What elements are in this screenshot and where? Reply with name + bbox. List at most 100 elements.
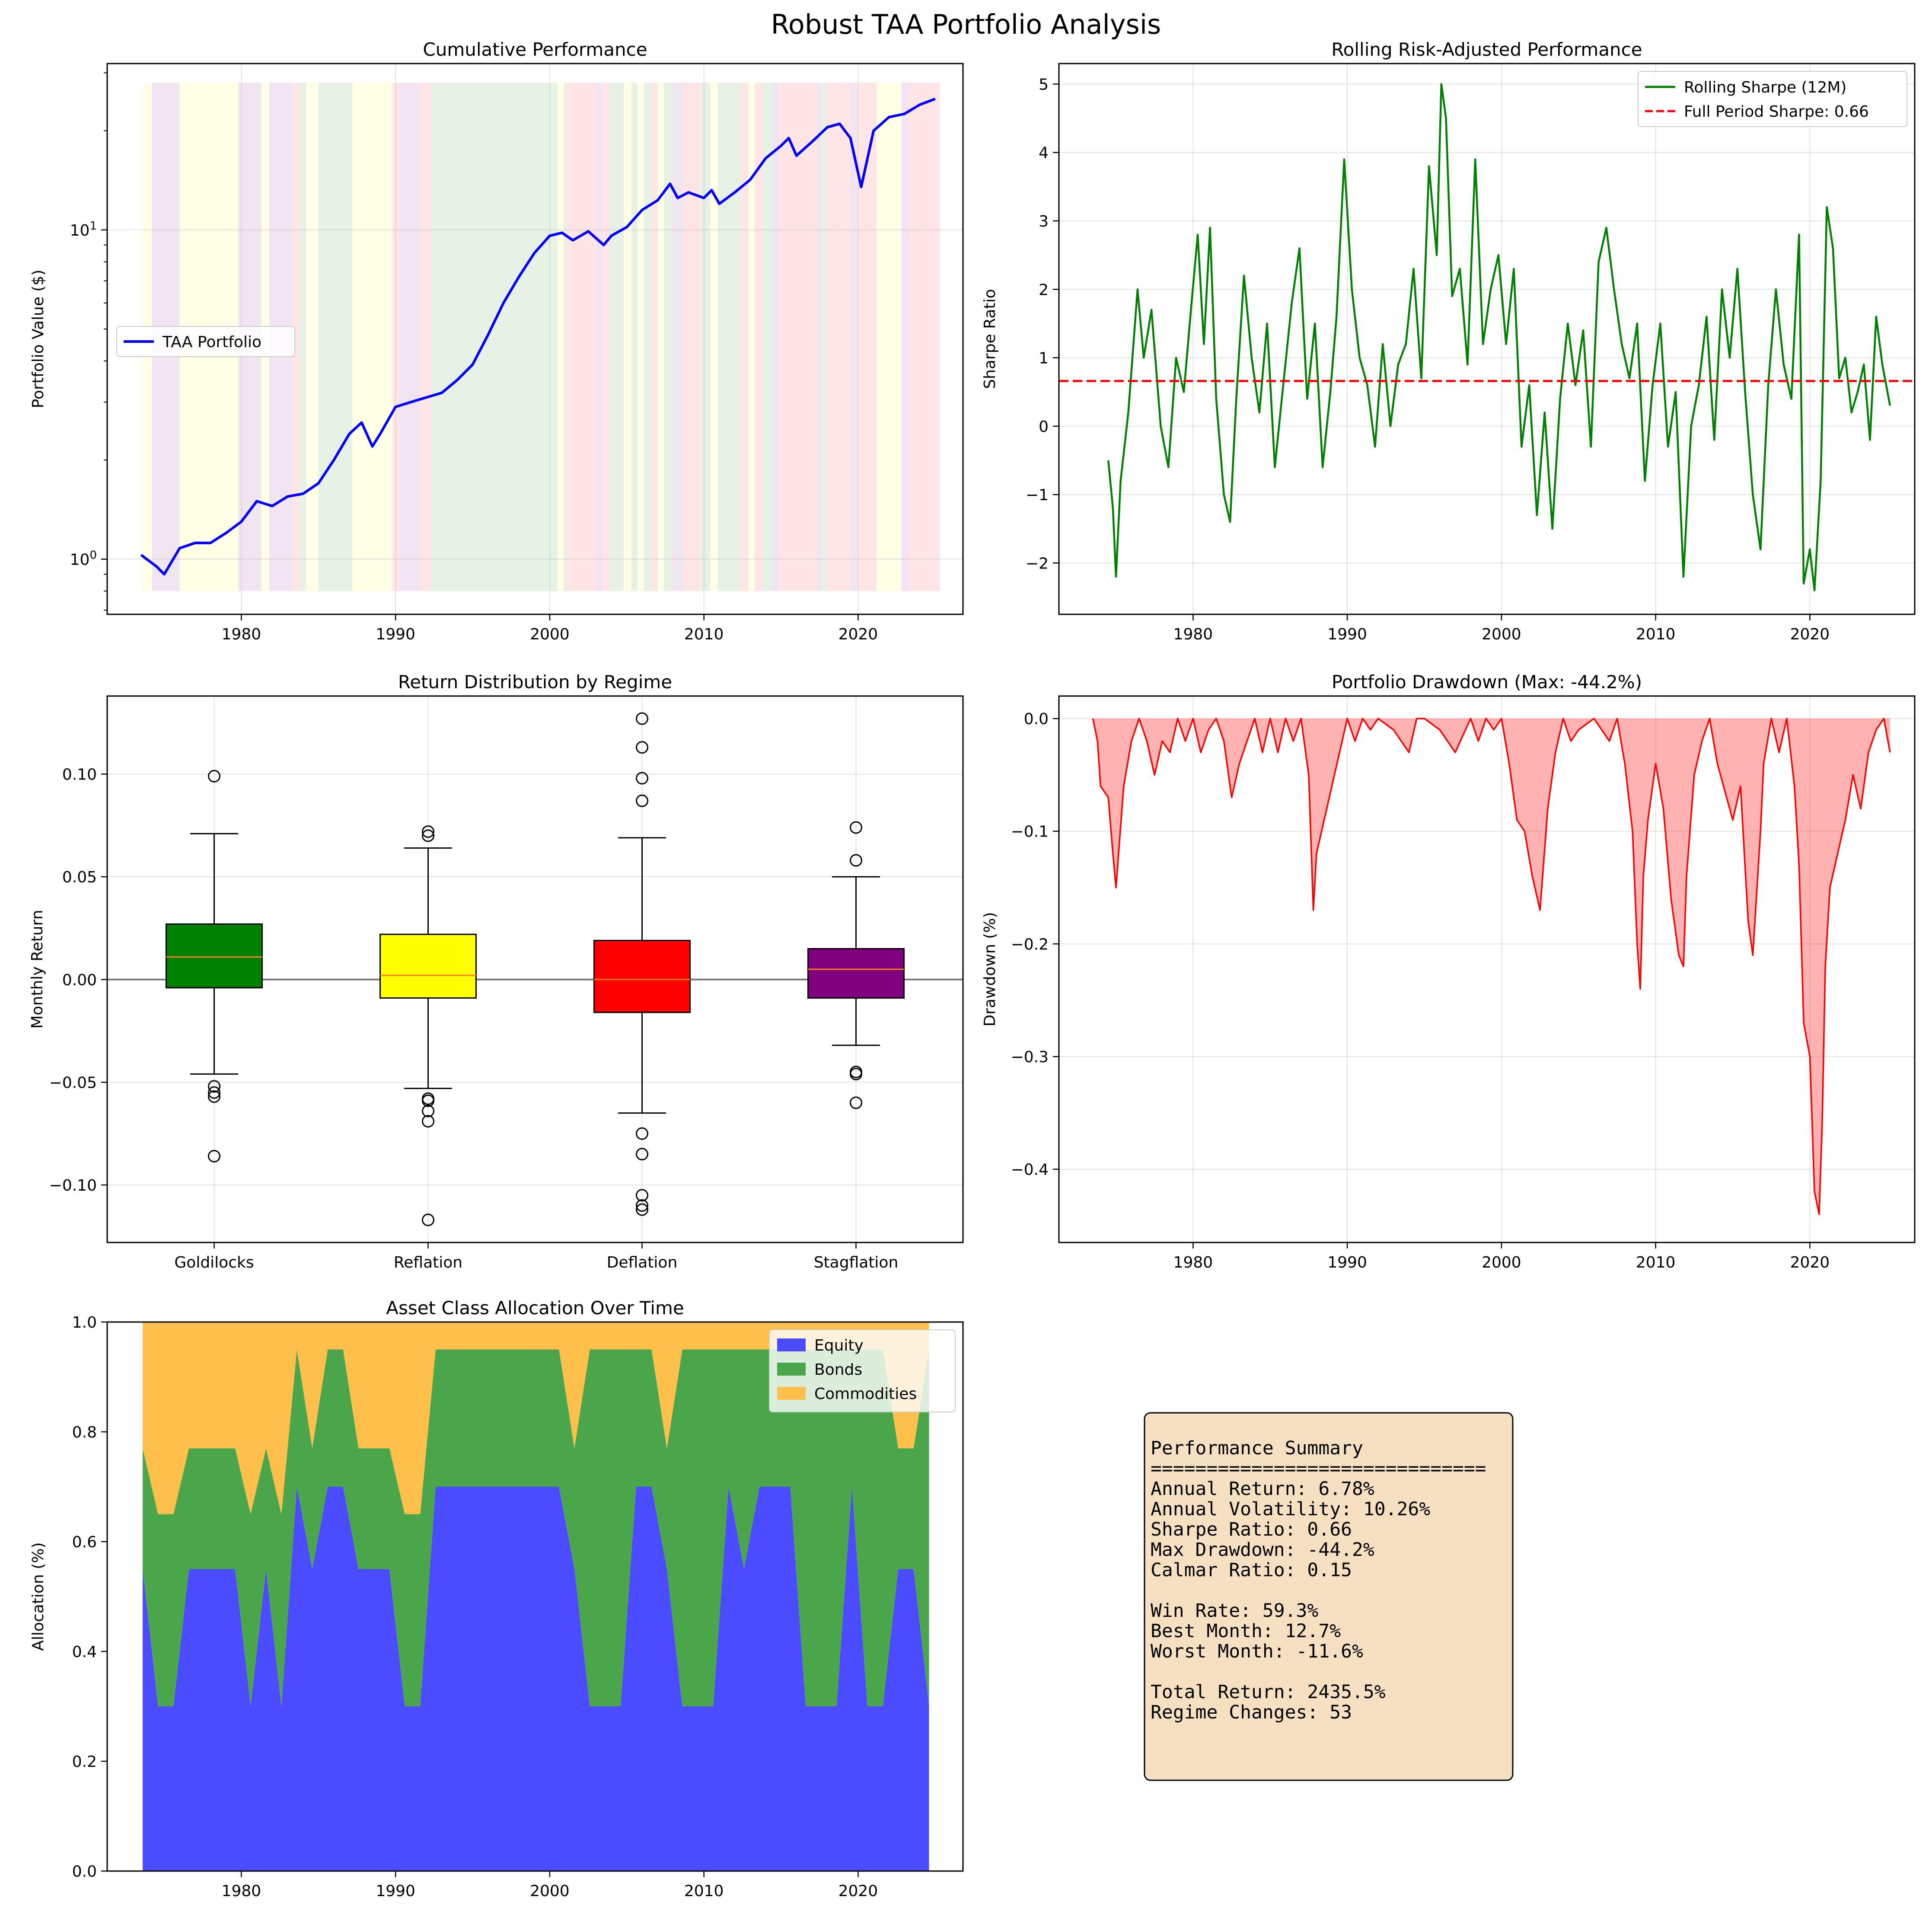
outlier-point	[636, 1199, 648, 1212]
x-tick-label: 1980	[1173, 626, 1213, 643]
y-tick-label: 0.10	[62, 766, 97, 784]
regime-shading	[877, 83, 902, 591]
regime-shading	[850, 83, 857, 591]
equity-area	[143, 1487, 929, 1871]
y-tick-label: −0.3	[1011, 1048, 1049, 1066]
summary-line: Annual Return: 6.78%	[1151, 1478, 1374, 1500]
outlier-point	[636, 1203, 648, 1216]
panel-title: Cumulative Performance	[423, 39, 647, 60]
regime-shading	[564, 83, 567, 591]
panel-title: Portfolio Drawdown (Max: -44.2%)	[1332, 671, 1642, 693]
x-tick-label: 1980	[222, 626, 261, 643]
outlier-point	[850, 1067, 862, 1080]
regime-shading	[909, 83, 940, 591]
box-goldilocks	[166, 923, 263, 989]
bonds-area	[143, 1349, 929, 1706]
x-tick-label: 1990	[1327, 1254, 1367, 1271]
portfolio-line	[140, 97, 936, 576]
y-tick-label: 0.0	[1024, 710, 1049, 728]
y-tick-label: 0.00	[62, 971, 97, 989]
y-tick-label: 2	[1039, 281, 1049, 299]
y-tick-label: −0.1	[1011, 823, 1049, 841]
summary-background	[1144, 1412, 1514, 1781]
axes-frame	[1058, 63, 1916, 615]
regime-shading	[352, 83, 392, 591]
allocation-panel: Asset Class Allocation Over Time Allocati…	[29, 1297, 964, 1900]
regime-shading	[663, 83, 672, 591]
axes-frame	[106, 63, 964, 615]
outlier-point	[208, 1090, 220, 1103]
axes-frame	[106, 1321, 964, 1872]
regime-shading	[624, 83, 631, 591]
regime-shading	[772, 83, 780, 591]
outlier-point	[850, 854, 862, 867]
regime-shading	[431, 83, 558, 591]
regime-shading	[399, 83, 421, 591]
performance-summary-box: Performance Summary ====================…	[1144, 1412, 1514, 1781]
y-axis-label: Allocation (%)	[29, 1542, 47, 1651]
outlier-point	[636, 1127, 648, 1140]
outlier-point	[208, 1150, 220, 1162]
x-tick-label: 1990	[376, 626, 415, 643]
y-tick-label: 0.8	[72, 1424, 97, 1441]
regime-boxplot-panel: Return Distribution by Regime Monthly Ret…	[29, 671, 964, 1271]
regime-shading	[292, 83, 300, 591]
rolling-sharpe-line	[1107, 83, 1891, 591]
summary-separator: ==============================	[1151, 1458, 1486, 1479]
summary-line: Total Return: 2435.5%	[1151, 1681, 1386, 1703]
drawdown-area	[1093, 719, 1890, 1214]
x-tick-label: Reflation	[394, 1254, 462, 1271]
outlier-point	[208, 1080, 220, 1093]
x-tick-label: 1990	[1327, 626, 1367, 643]
y-tick-label: 100	[70, 549, 97, 568]
x-tick-label: 2020	[838, 626, 878, 643]
outlier-point	[422, 825, 434, 838]
y-tick-label: 0.4	[72, 1643, 97, 1661]
y-axis-label: Portfolio Value ($)	[29, 270, 47, 409]
x-tick-label: 2020	[1790, 1254, 1830, 1271]
y-tick-label: 0	[1039, 418, 1049, 436]
regime-shading	[710, 83, 718, 591]
y-tick-label: −1	[1026, 486, 1049, 504]
figure-title: Robust TAA Portfolio Analysis	[771, 9, 1161, 40]
legend-box	[769, 1329, 956, 1412]
legend-box	[116, 326, 295, 357]
regime-shading	[755, 83, 763, 591]
summary-line: Sharpe Ratio: 0.66	[1151, 1519, 1352, 1540]
legend-box	[1638, 71, 1907, 127]
legend-swatch	[777, 1363, 806, 1376]
outlier-point	[636, 712, 648, 725]
regime-shading	[749, 83, 755, 591]
outlier-point	[850, 1096, 862, 1109]
x-tick-label: 2010	[684, 626, 724, 643]
regime-shading	[318, 83, 353, 591]
regime-shading	[741, 83, 749, 591]
outlier-point	[422, 1105, 434, 1118]
x-tick-label: 1980	[222, 1882, 261, 1900]
y-tick-label: 0.0	[72, 1863, 97, 1881]
y-tick-label: −0.05	[49, 1074, 97, 1092]
panel-title: Return Distribution by Regime	[398, 671, 672, 693]
x-tick-label: Deflation	[607, 1254, 678, 1271]
regime-shading	[602, 83, 610, 591]
summary-line: Win Rate: 59.3%	[1151, 1600, 1318, 1622]
regime-shading	[557, 83, 564, 591]
outlier-point	[422, 1214, 434, 1226]
y-tick-label: −0.2	[1011, 936, 1049, 953]
y-tick-label: 3	[1039, 213, 1049, 230]
x-tick-label: 1980	[1173, 1254, 1213, 1271]
x-tick-label: 2010	[684, 1882, 724, 1900]
outlier-point	[636, 772, 648, 785]
x-tick-label: 2000	[530, 626, 570, 643]
y-axis-label: Monthly Return	[29, 910, 46, 1028]
y-tick-label: −0.10	[49, 1177, 97, 1194]
x-tick-label: 2010	[1636, 626, 1676, 643]
y-tick-label: 101	[70, 220, 97, 240]
drawdown-line	[1092, 718, 1891, 1215]
outlier-point	[208, 1086, 220, 1099]
legend-label: TAA Portfolio	[162, 333, 261, 351]
summary-title: Performance Summary	[1151, 1437, 1363, 1459]
regime-shading	[306, 83, 319, 591]
regime-shading	[420, 83, 431, 591]
x-tick-label: 2000	[1482, 626, 1521, 643]
